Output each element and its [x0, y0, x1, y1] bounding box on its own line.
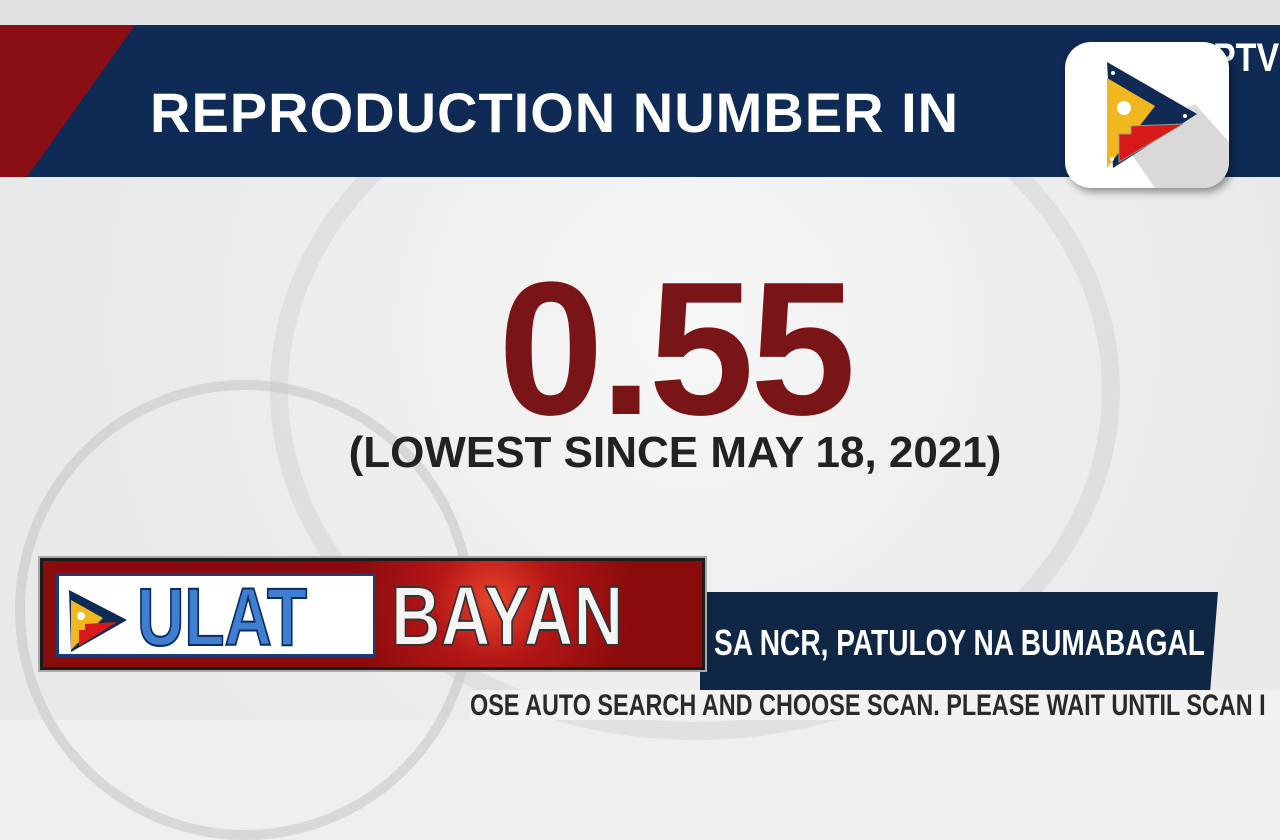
show-name-bayan: BAYAN [390, 569, 624, 663]
headline-bar: SA NCR, PATULOY NA BUMABAGAL [700, 592, 1218, 690]
ptv-logo [1065, 42, 1229, 188]
ptv-logo-icon [1107, 62, 1229, 188]
reproduction-number: 0.55 [498, 243, 856, 455]
headline-text: SA NCR, PATULOY NA BUMABAGAL [714, 622, 1205, 663]
reproduction-note: (LOWEST SINCE MAY 18, 2021) [348, 428, 1002, 477]
news-ticker: OSE AUTO SEARCH AND CHOOSE SCAN. PLEASE … [470, 690, 1280, 720]
banner-title: REPRODUCTION NUMBER IN [150, 81, 960, 144]
show-logo-white-panel: ULAT [56, 572, 376, 663]
show-logo: ULAT BAYAN [40, 558, 705, 670]
show-name-ulat: ULAT [136, 572, 308, 663]
top-strip [0, 0, 1280, 25]
ticker-text: OSE AUTO SEARCH AND CHOOSE SCAN. PLEASE … [470, 690, 1266, 720]
flag-play-icon [69, 590, 127, 652]
